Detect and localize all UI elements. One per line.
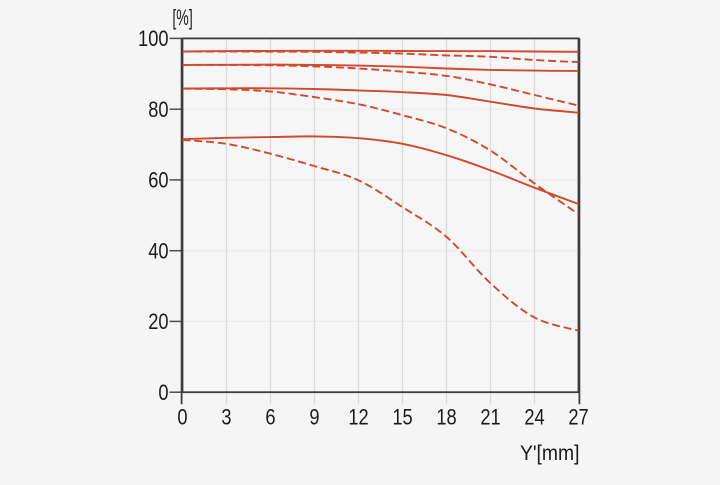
- svg-text:Y'[mm]: Y'[mm]: [520, 441, 580, 465]
- svg-text:60: 60: [148, 169, 168, 193]
- svg-text:24: 24: [524, 406, 544, 430]
- svg-text:100: 100: [138, 28, 168, 52]
- svg-text:3: 3: [221, 406, 231, 430]
- svg-text:0: 0: [177, 406, 187, 430]
- svg-text:18: 18: [436, 406, 456, 430]
- svg-text:27: 27: [568, 406, 588, 430]
- svg-text:9: 9: [309, 406, 319, 430]
- svg-text:80: 80: [148, 98, 168, 122]
- svg-text:20: 20: [148, 311, 168, 335]
- svg-text:12: 12: [348, 406, 368, 430]
- svg-text:21: 21: [480, 406, 500, 430]
- svg-text:0: 0: [158, 381, 168, 405]
- svg-text:6: 6: [265, 406, 275, 430]
- svg-text:[%]: [%]: [172, 5, 192, 30]
- svg-text:40: 40: [148, 240, 168, 264]
- svg-text:15: 15: [392, 406, 412, 430]
